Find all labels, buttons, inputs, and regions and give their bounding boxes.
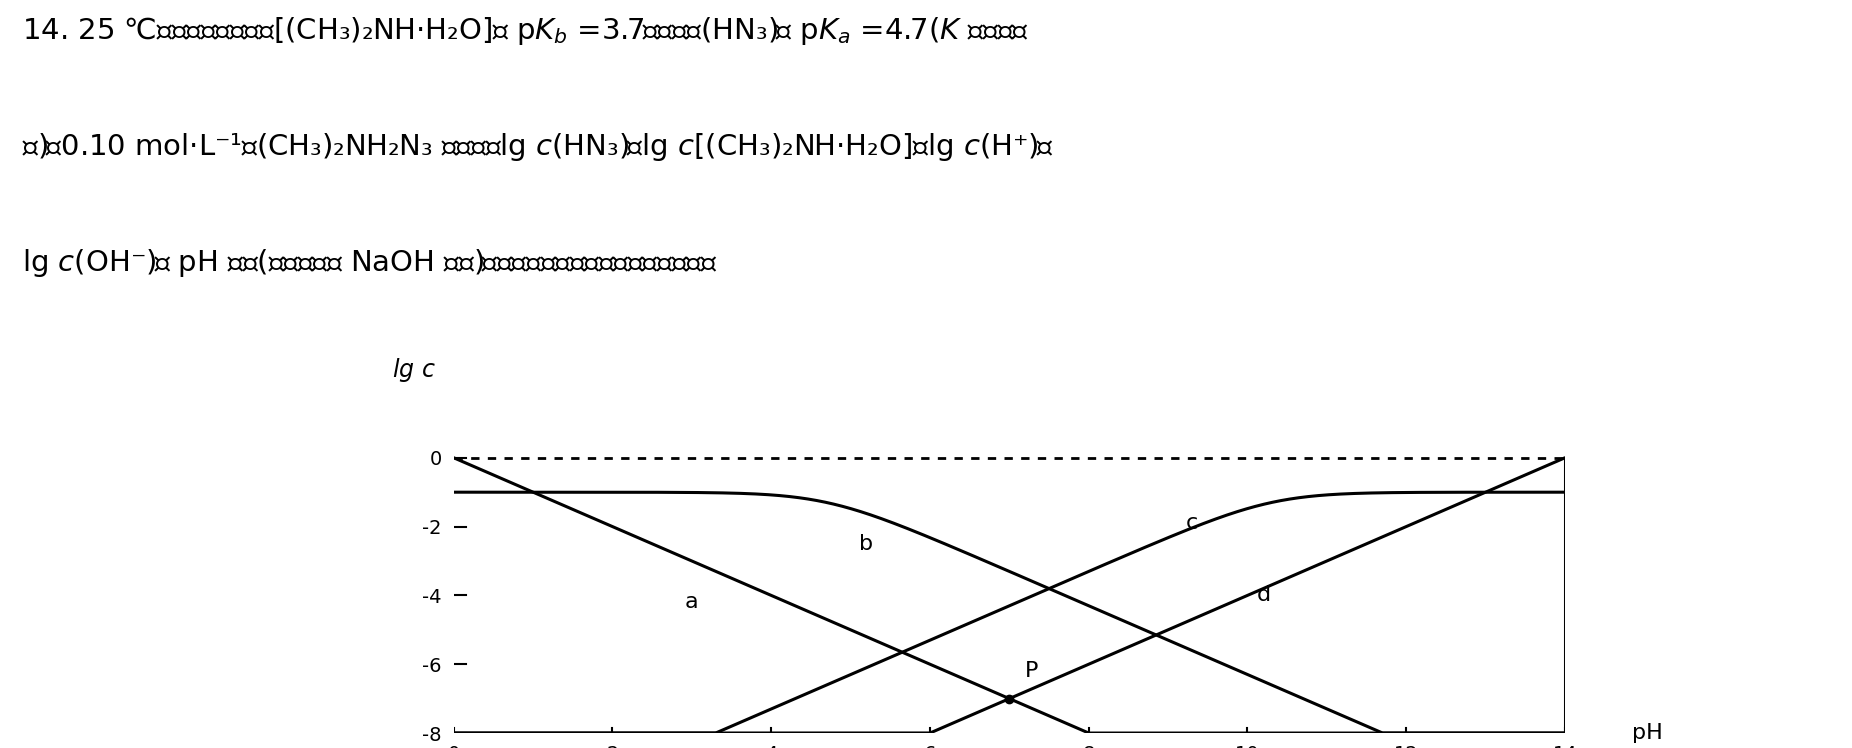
Text: P: P <box>1026 661 1039 681</box>
Text: 14. 25 ℃时，一水合二甲胺[(CH₃)₂NH·H₂O]的 p$K_b$ =3.7，叠氮酸(HN₃)的 p$K_a$ =4.7($K$ 为电离常: 14. 25 ℃时，一水合二甲胺[(CH₃)₂NH·H₂O]的 p$K_b$ =… <box>22 15 1030 47</box>
Text: d: d <box>1256 586 1270 605</box>
Text: b: b <box>859 534 874 554</box>
Text: lg $c$(OH⁻)随 pH 变化(加入盐酸或 NaOH 溶液)的关系如图所示。下列说法正确的是: lg $c$(OH⁻)随 pH 变化(加入盐酸或 NaOH 溶液)的关系如图所示… <box>22 247 717 279</box>
Text: pH: pH <box>1632 723 1663 743</box>
Text: a: a <box>685 592 698 613</box>
Text: c: c <box>1185 513 1198 533</box>
Text: lg $c$: lg $c$ <box>393 356 435 384</box>
Text: 数)。0.10 mol·L⁻¹的(CH₃)₂NH₂N₃ 溶液中，lg $c$(HN₃)、lg $c$[(CH₃)₂NH·H₂O]、lg $c$(H⁺)、: 数)。0.10 mol·L⁻¹的(CH₃)₂NH₂N₃ 溶液中，lg $c$(H… <box>22 131 1054 163</box>
